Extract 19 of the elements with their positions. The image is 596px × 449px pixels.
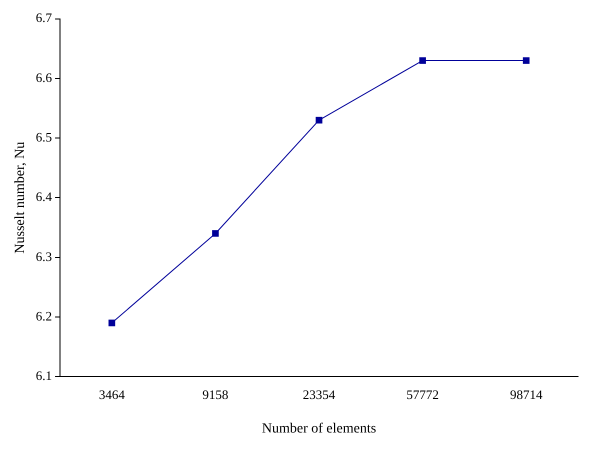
point [212,230,219,237]
x-tick-label: 57772 [406,386,439,402]
y-tick-label: 6.4 [36,189,53,204]
y-tick-label: 6.2 [36,308,52,324]
x-tick-label: 98714 [510,386,543,402]
y-tick-label: 6.3 [36,248,52,264]
y-axis-title: Nusselt number, Nu [13,142,28,254]
point [419,57,426,64]
y-tick-label: 6.7 [36,10,53,26]
point [108,320,116,326]
x-tick-label: 9158 [202,386,228,402]
x-tick-label: 3464 [98,386,126,402]
point [522,57,530,64]
y-tick-label: 6.1 [36,368,52,384]
y-tick-label: 6.6 [36,70,53,85]
y-tick-label: 6.5 [36,129,52,144]
point [316,116,322,124]
x-tick-label: 23354 [302,386,336,402]
x-axis-title: Number of elements [262,421,376,436]
